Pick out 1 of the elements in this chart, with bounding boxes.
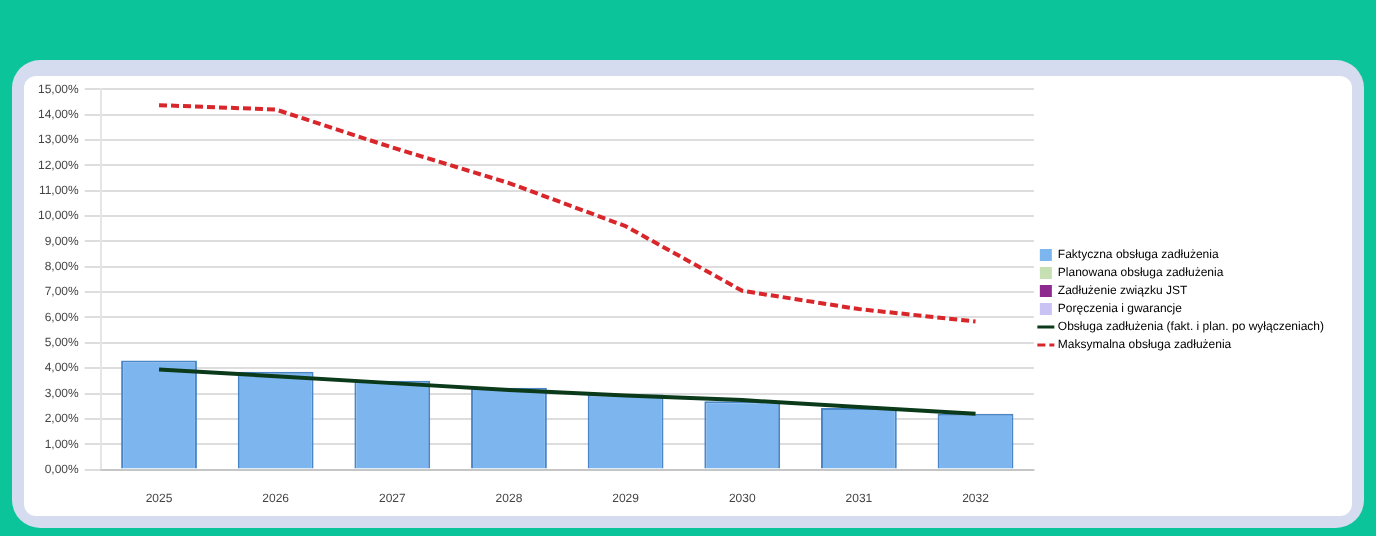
line-series xyxy=(157,103,978,324)
